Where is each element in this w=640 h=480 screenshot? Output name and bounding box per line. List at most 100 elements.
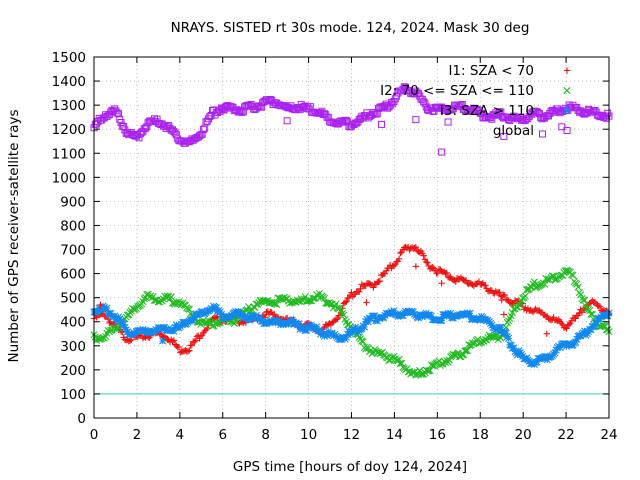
extra-point <box>498 296 505 304</box>
data-point <box>444 358 452 366</box>
y-tick-label: 1100 <box>52 146 86 162</box>
legend-marker-4 <box>563 127 571 134</box>
y-tick-label: 100 <box>60 387 86 403</box>
data-point <box>504 334 513 342</box>
data-point <box>381 270 389 277</box>
y-tick-label: 1500 <box>52 50 86 66</box>
data-point <box>579 296 587 304</box>
data-point <box>360 323 368 331</box>
x-tick-label: 14 <box>386 427 403 443</box>
data-point <box>395 255 403 263</box>
legend-marker-2 <box>563 86 571 95</box>
legend-label-1: I1: SZA < 70 <box>448 63 534 79</box>
y-tick-label: 700 <box>60 243 86 259</box>
y-tick-label: 0 <box>77 411 86 427</box>
x-tick-label: 22 <box>557 427 574 443</box>
series-3 <box>90 302 613 369</box>
data-point <box>468 339 477 347</box>
data-point <box>463 346 471 355</box>
x-tick-label: 6 <box>218 427 227 443</box>
data-point <box>359 338 367 346</box>
extra-point <box>159 337 167 345</box>
data-point <box>441 358 450 367</box>
data-point <box>483 336 491 344</box>
data-point <box>341 299 349 306</box>
data-point <box>563 325 570 332</box>
data-point <box>434 269 441 277</box>
data-point <box>572 315 579 322</box>
outlier-point <box>412 116 420 124</box>
x-tick-label: 4 <box>176 427 185 443</box>
outlier-point <box>283 117 291 125</box>
data-point <box>188 342 196 349</box>
data-point <box>191 338 198 345</box>
x-tick-label: 12 <box>343 427 360 443</box>
data-point <box>175 343 183 351</box>
data-point <box>462 347 470 355</box>
data-point <box>327 300 335 308</box>
extra-point <box>500 311 508 318</box>
data-point <box>170 337 178 344</box>
data-point <box>150 296 159 304</box>
data-point <box>466 309 474 317</box>
data-point <box>587 310 595 318</box>
extra-point <box>543 330 550 337</box>
data-point <box>426 366 434 375</box>
legend-marker-3 <box>563 106 571 115</box>
legend-label-3: I3: SZA > 110 <box>440 103 534 119</box>
legend-label-2: I2: 70 <= SZA <= 110 <box>380 83 534 99</box>
data-point <box>138 300 146 308</box>
legend-label-4: global <box>493 123 534 139</box>
y-tick-label: 800 <box>60 218 86 234</box>
series-layer <box>90 83 613 379</box>
data-point <box>343 298 350 305</box>
chart-title: NRAYS. SISTED rt 30s mode. 124, 2024. Ma… <box>171 20 530 36</box>
data-point <box>443 269 450 277</box>
data-point <box>376 277 384 285</box>
outlier-point <box>378 120 386 128</box>
data-point <box>501 291 508 299</box>
x-tick-label: 2 <box>133 427 142 443</box>
x-axis-label: GPS time [hours of doy 124, 2024] <box>233 459 467 475</box>
y-tick-label: 900 <box>60 194 86 210</box>
data-point <box>397 249 404 257</box>
data-point <box>408 368 416 376</box>
data-point <box>591 299 599 306</box>
data-point <box>165 292 173 301</box>
data-point <box>521 292 529 300</box>
data-point <box>417 370 425 378</box>
data-point <box>429 264 436 271</box>
data-point <box>422 258 430 266</box>
y-tick-label: 400 <box>60 315 86 331</box>
data-point <box>395 355 403 363</box>
x-tick-label: 24 <box>600 427 617 443</box>
legend-marker-1 <box>563 67 571 74</box>
data-point <box>305 297 313 305</box>
data-point <box>438 316 446 325</box>
x-tick-label: 16 <box>429 427 446 443</box>
data-point <box>396 359 405 367</box>
data-point <box>273 300 281 309</box>
data-point <box>390 262 398 269</box>
data-point <box>332 316 340 323</box>
x-tick-label: 10 <box>300 427 317 443</box>
y-tick-label: 600 <box>60 267 86 283</box>
x-tick-label: 20 <box>515 427 532 443</box>
data-point <box>197 332 205 340</box>
data-point <box>345 294 353 302</box>
data-point <box>482 282 489 289</box>
data-point <box>541 280 549 288</box>
data-point <box>334 315 341 323</box>
y-tick-label: 1200 <box>52 122 86 138</box>
data-point <box>345 320 353 329</box>
data-point <box>130 305 138 313</box>
outlier-point <box>444 118 452 126</box>
data-point <box>596 303 604 310</box>
y-tick-label: 300 <box>60 339 86 355</box>
extra-point <box>438 280 445 287</box>
data-point <box>424 259 431 266</box>
data-point <box>574 283 582 291</box>
data-point <box>340 311 348 319</box>
extra-point <box>412 263 420 270</box>
